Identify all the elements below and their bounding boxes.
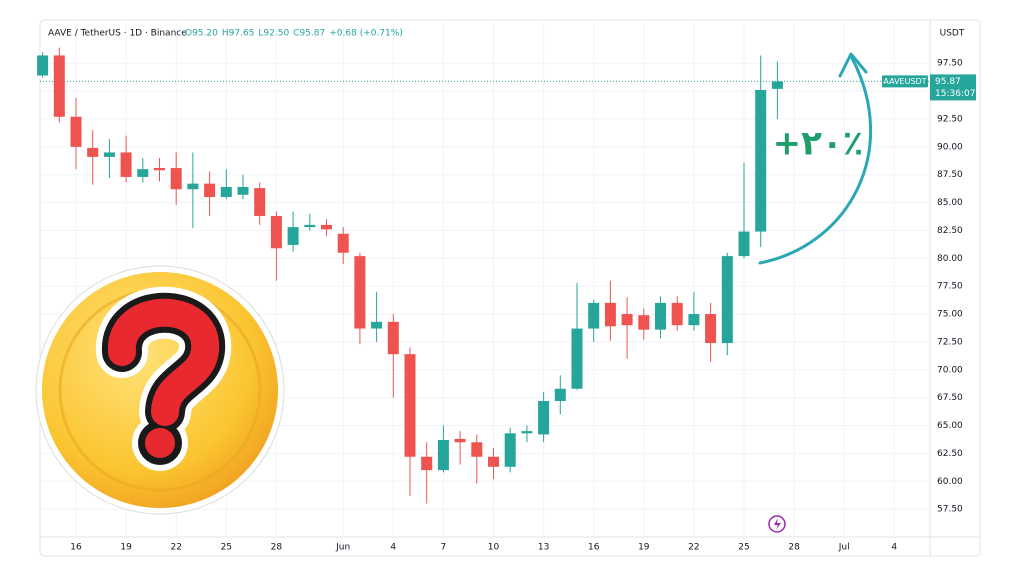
candle-body bbox=[655, 302, 666, 330]
price-tags: AAVEUSDT 95.87 15:36:07 bbox=[882, 74, 976, 101]
x-tick-label: 16 bbox=[588, 543, 600, 553]
candle-body bbox=[387, 321, 399, 355]
candle-body bbox=[705, 314, 717, 344]
candle-body bbox=[304, 224, 316, 228]
candle-body bbox=[454, 438, 466, 443]
candle-body bbox=[137, 169, 149, 177]
candle-body bbox=[771, 81, 783, 89]
x-tick-label: 4 bbox=[390, 543, 396, 553]
x-tick-label: Jun bbox=[335, 543, 350, 553]
candle-body bbox=[70, 116, 82, 147]
candle-body bbox=[371, 321, 383, 329]
candle-body bbox=[53, 55, 65, 117]
x-tick-label: Jul bbox=[838, 543, 850, 553]
candle-body bbox=[588, 302, 600, 329]
candle-body bbox=[755, 89, 767, 232]
y-tick-label: 85.00 bbox=[937, 198, 963, 208]
x-tick-label: 19 bbox=[120, 543, 132, 553]
candle-body bbox=[287, 227, 299, 245]
candle-body bbox=[87, 147, 99, 157]
y-tick-label: 72.50 bbox=[937, 337, 963, 347]
candle-body bbox=[738, 231, 750, 257]
y-tick-label: 75.00 bbox=[937, 310, 963, 320]
candle-body bbox=[604, 302, 616, 327]
candle-body bbox=[471, 442, 483, 457]
candle-body bbox=[354, 256, 366, 329]
candle-body bbox=[488, 456, 499, 467]
y-tick-label: 67.50 bbox=[937, 393, 963, 403]
candle-body bbox=[254, 188, 266, 216]
candle-body bbox=[103, 152, 115, 157]
candle-body bbox=[621, 314, 633, 326]
countdown-label: 15:36:07 bbox=[935, 89, 975, 99]
candle-body bbox=[421, 456, 433, 471]
x-tick-label: 25 bbox=[221, 543, 232, 553]
ohlc-value: C95.87 bbox=[293, 29, 325, 39]
y-tick-label: 62.50 bbox=[937, 449, 963, 459]
candle-body bbox=[321, 224, 332, 230]
x-tick-label: 10 bbox=[488, 543, 500, 553]
candle-body bbox=[504, 433, 516, 467]
candle-body bbox=[220, 186, 232, 198]
y-tick-label: 87.50 bbox=[937, 170, 963, 180]
candle-body bbox=[571, 328, 583, 389]
candle-body bbox=[204, 183, 216, 198]
arrow-head bbox=[838, 52, 868, 78]
y-tick-label: 90.00 bbox=[937, 142, 963, 152]
ohlc-value: H97.65 bbox=[222, 29, 255, 39]
candle-body bbox=[688, 314, 700, 326]
y-tick-label: 77.50 bbox=[937, 282, 963, 292]
axis-unit: USDT bbox=[940, 29, 965, 39]
candle-body bbox=[671, 302, 683, 326]
candle-body bbox=[237, 186, 249, 195]
candle-body bbox=[170, 168, 182, 190]
x-tick-label: 13 bbox=[538, 543, 549, 553]
y-tick-label: 97.50 bbox=[937, 59, 963, 69]
candle-body bbox=[538, 401, 550, 435]
x-tick-label: 28 bbox=[788, 543, 800, 553]
candle-body bbox=[437, 440, 449, 471]
candle-body bbox=[554, 388, 566, 402]
x-tick-label: 22 bbox=[688, 543, 699, 553]
ohlc-value: L92.50 bbox=[258, 29, 289, 39]
y-tick-label: 57.50 bbox=[937, 505, 963, 515]
ohlc-legend: O95.20 H97.65 L92.50 C95.87 +0.68 (+0.71%) bbox=[185, 29, 403, 39]
event-icon-bolt bbox=[774, 518, 781, 530]
candle-body bbox=[154, 168, 165, 171]
ohlc-value: +0.68 (+0.71%) bbox=[329, 29, 403, 39]
annotation: +۲۰٪ bbox=[773, 124, 864, 164]
ohlc-value: O95.20 bbox=[185, 29, 218, 39]
candle-body bbox=[721, 256, 733, 344]
y-tick-label: 60.00 bbox=[937, 477, 963, 487]
symbol: AAVE / TetherUS · 1D · Binance bbox=[48, 29, 187, 39]
candle-body bbox=[337, 233, 349, 253]
candle-body bbox=[638, 315, 650, 330]
candle-body bbox=[187, 183, 199, 190]
x-tick-label: 16 bbox=[70, 543, 82, 553]
x-tick-label: 7 bbox=[441, 543, 447, 553]
candle-body bbox=[404, 354, 416, 457]
candle-body bbox=[521, 431, 533, 434]
x-tick-label: 4 bbox=[891, 543, 897, 553]
x-tick-label: 19 bbox=[638, 543, 650, 553]
coin-illustration bbox=[35, 265, 285, 515]
y-tick-label: 92.50 bbox=[937, 114, 963, 124]
annotation-arrow bbox=[758, 56, 873, 265]
ticker-label: AAVEUSDT bbox=[883, 77, 926, 86]
x-tick-label: 22 bbox=[170, 543, 181, 553]
candle-body bbox=[270, 215, 282, 249]
y-tick-label: 80.00 bbox=[937, 254, 963, 264]
x-tick-label: 28 bbox=[271, 543, 283, 553]
y-tick-label: 82.50 bbox=[937, 226, 963, 236]
price-label: 95.87 bbox=[935, 77, 961, 87]
ticker-tag bbox=[882, 75, 928, 88]
y-tick-label: 65.00 bbox=[937, 421, 963, 431]
x-tick-label: 25 bbox=[738, 543, 749, 553]
candles bbox=[37, 47, 930, 504]
candle-body bbox=[120, 152, 132, 177]
y-tick-label: 70.00 bbox=[937, 365, 963, 375]
candle-body bbox=[37, 55, 49, 76]
price-tag bbox=[930, 74, 976, 101]
